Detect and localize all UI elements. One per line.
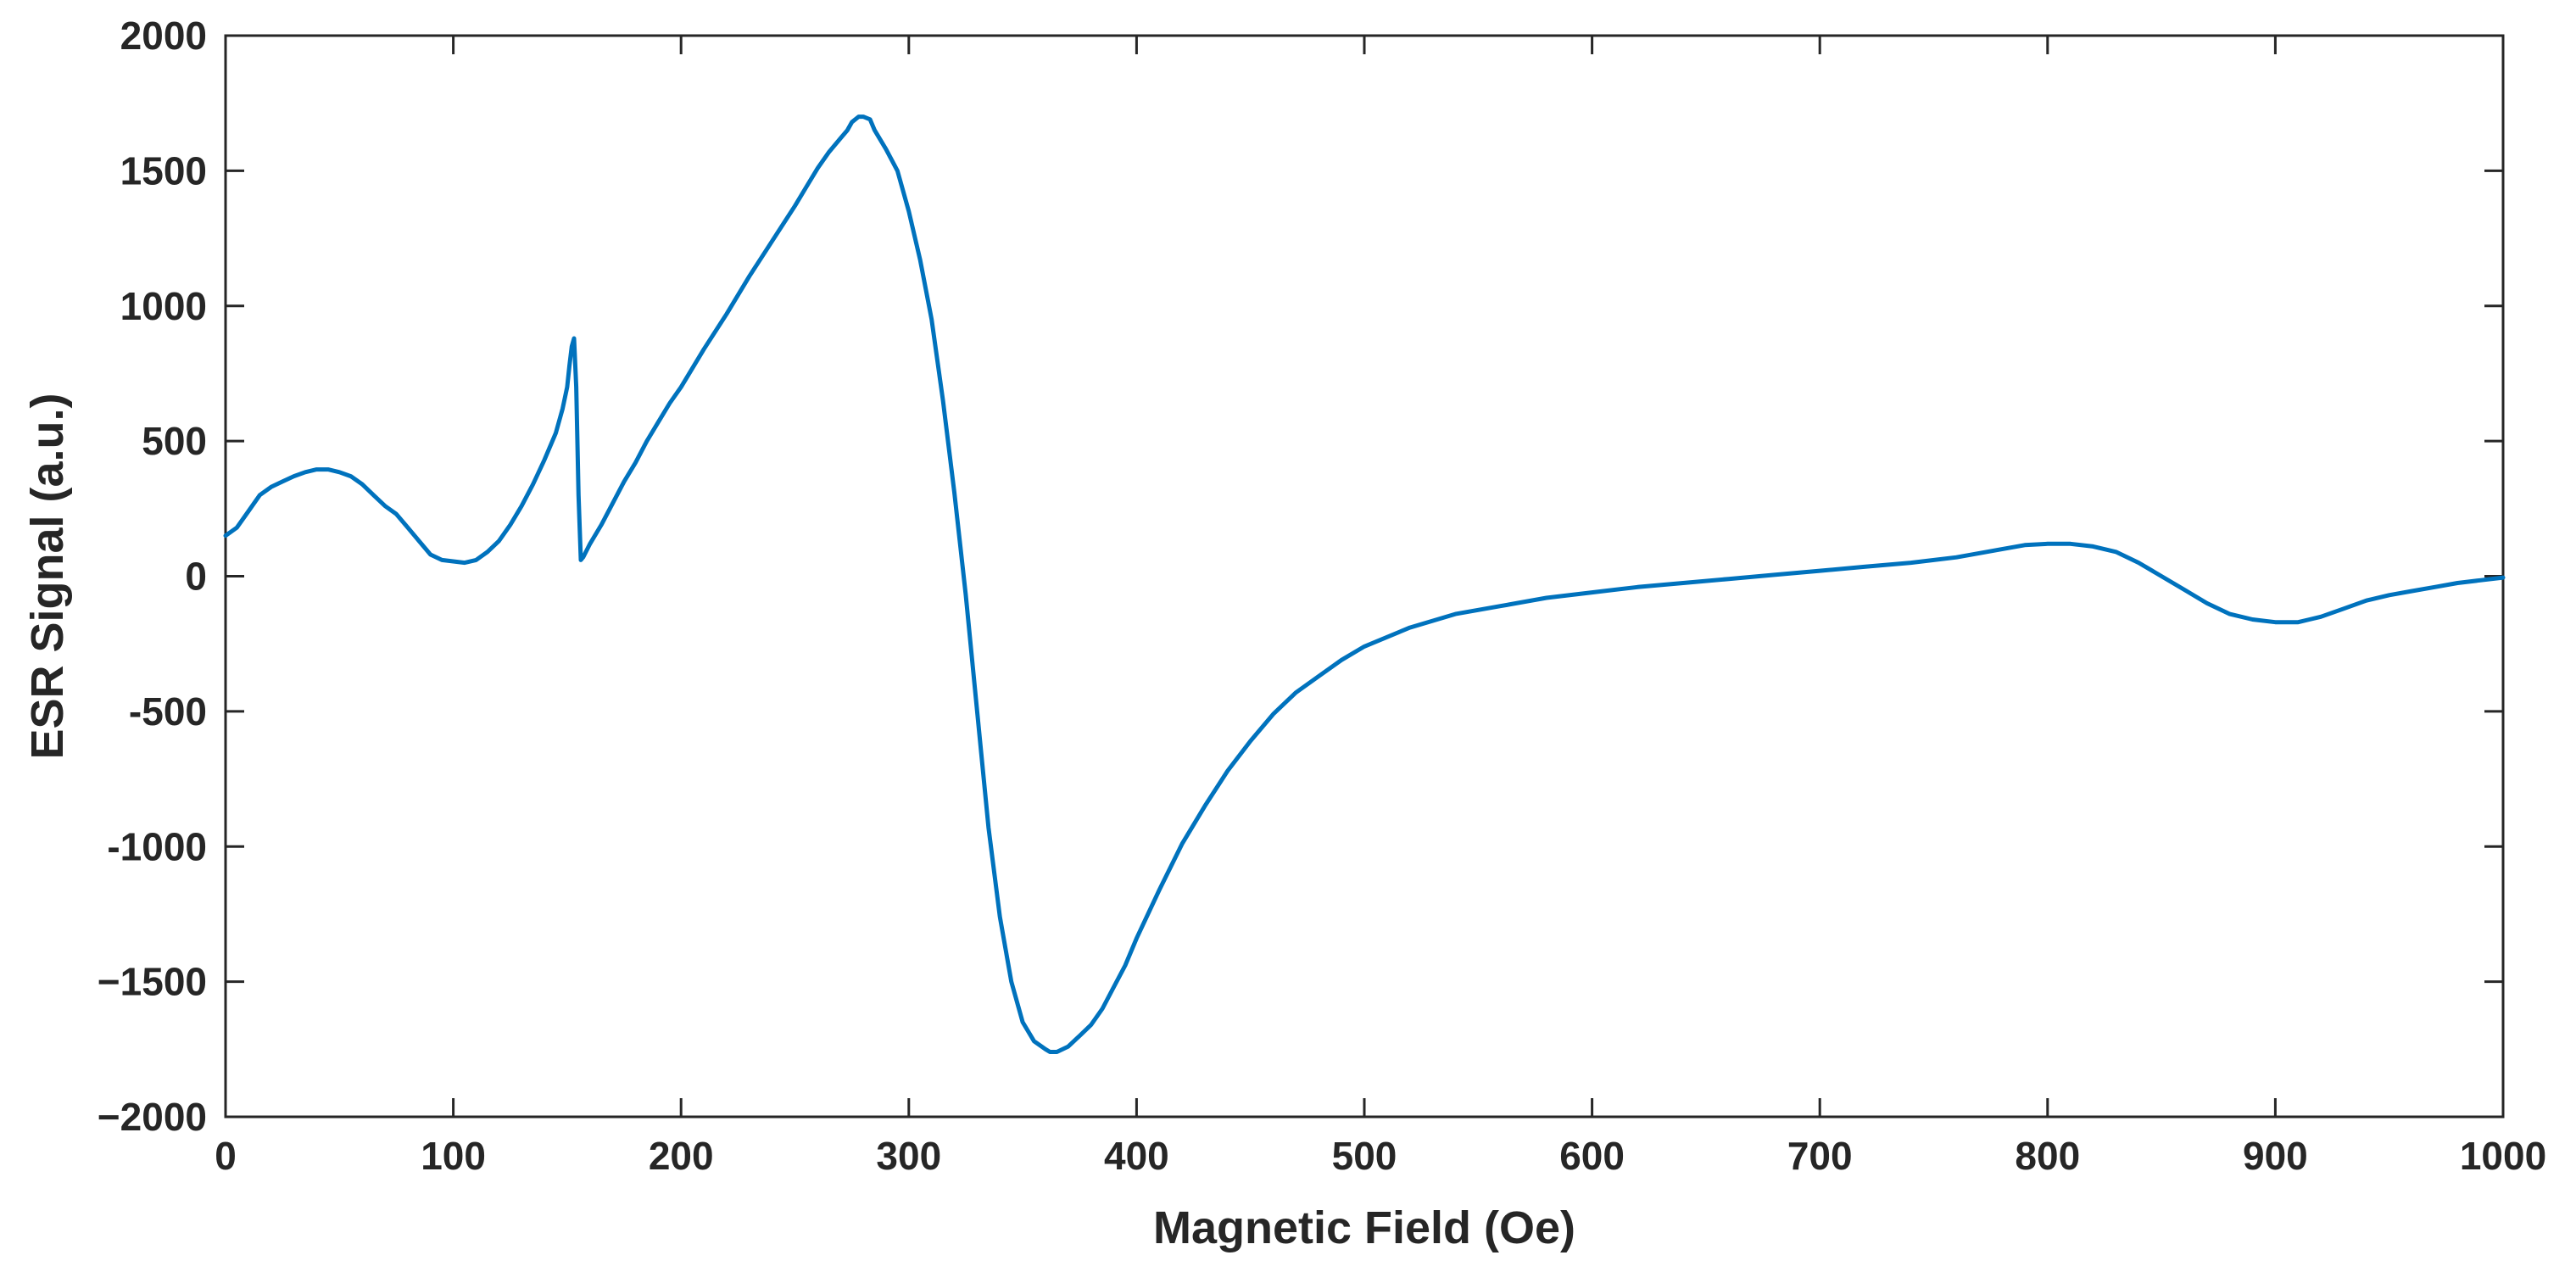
x-tick-label: 600 <box>1559 1134 1625 1178</box>
y-tick-label: 0 <box>185 555 207 599</box>
y-tick-label: -1000 <box>107 824 207 868</box>
x-tick-labels: 0 100 200 300 400 500 600 700 800 900 1000 <box>215 1134 2546 1178</box>
x-tick-label: 800 <box>2015 1134 2080 1178</box>
x-tick-label: 900 <box>2243 1134 2308 1178</box>
x-tick-label: 400 <box>1104 1134 1169 1178</box>
y-tick-label: −1500 <box>98 960 207 1004</box>
esr-signal-line <box>223 114 2506 1054</box>
x-axis-label: Magnetic Field (Oe) <box>1153 1202 1575 1253</box>
x-tick-label: 500 <box>1332 1134 1397 1178</box>
x-tick-label: 700 <box>1787 1134 1853 1178</box>
y-tick-label: 1000 <box>120 284 207 328</box>
y-tick-label: 2000 <box>120 14 207 58</box>
y-tick-label: -500 <box>129 689 207 734</box>
y-axis-label: ESR Signal (a.u.) <box>22 393 73 759</box>
plot-area: 0 100 200 300 400 500 600 700 800 900 1000 −2000 −1… <box>98 14 2546 1178</box>
y-tick-labels: −2000 −1500 -1000 -500 0 500 1000 1500 2000 <box>98 14 207 1139</box>
y-tick-label: 500 <box>142 419 207 463</box>
x-tick-label: 0 <box>215 1134 237 1178</box>
y-tick-label: 1500 <box>120 148 207 192</box>
x-tick-label: 1000 <box>2460 1134 2546 1178</box>
x-tick-label: 300 <box>876 1134 941 1178</box>
x-tick-label: 200 <box>649 1134 714 1178</box>
x-tick-label: 100 <box>421 1134 486 1178</box>
y-tick-label: −2000 <box>98 1095 207 1139</box>
tick-marks <box>224 34 2505 1119</box>
